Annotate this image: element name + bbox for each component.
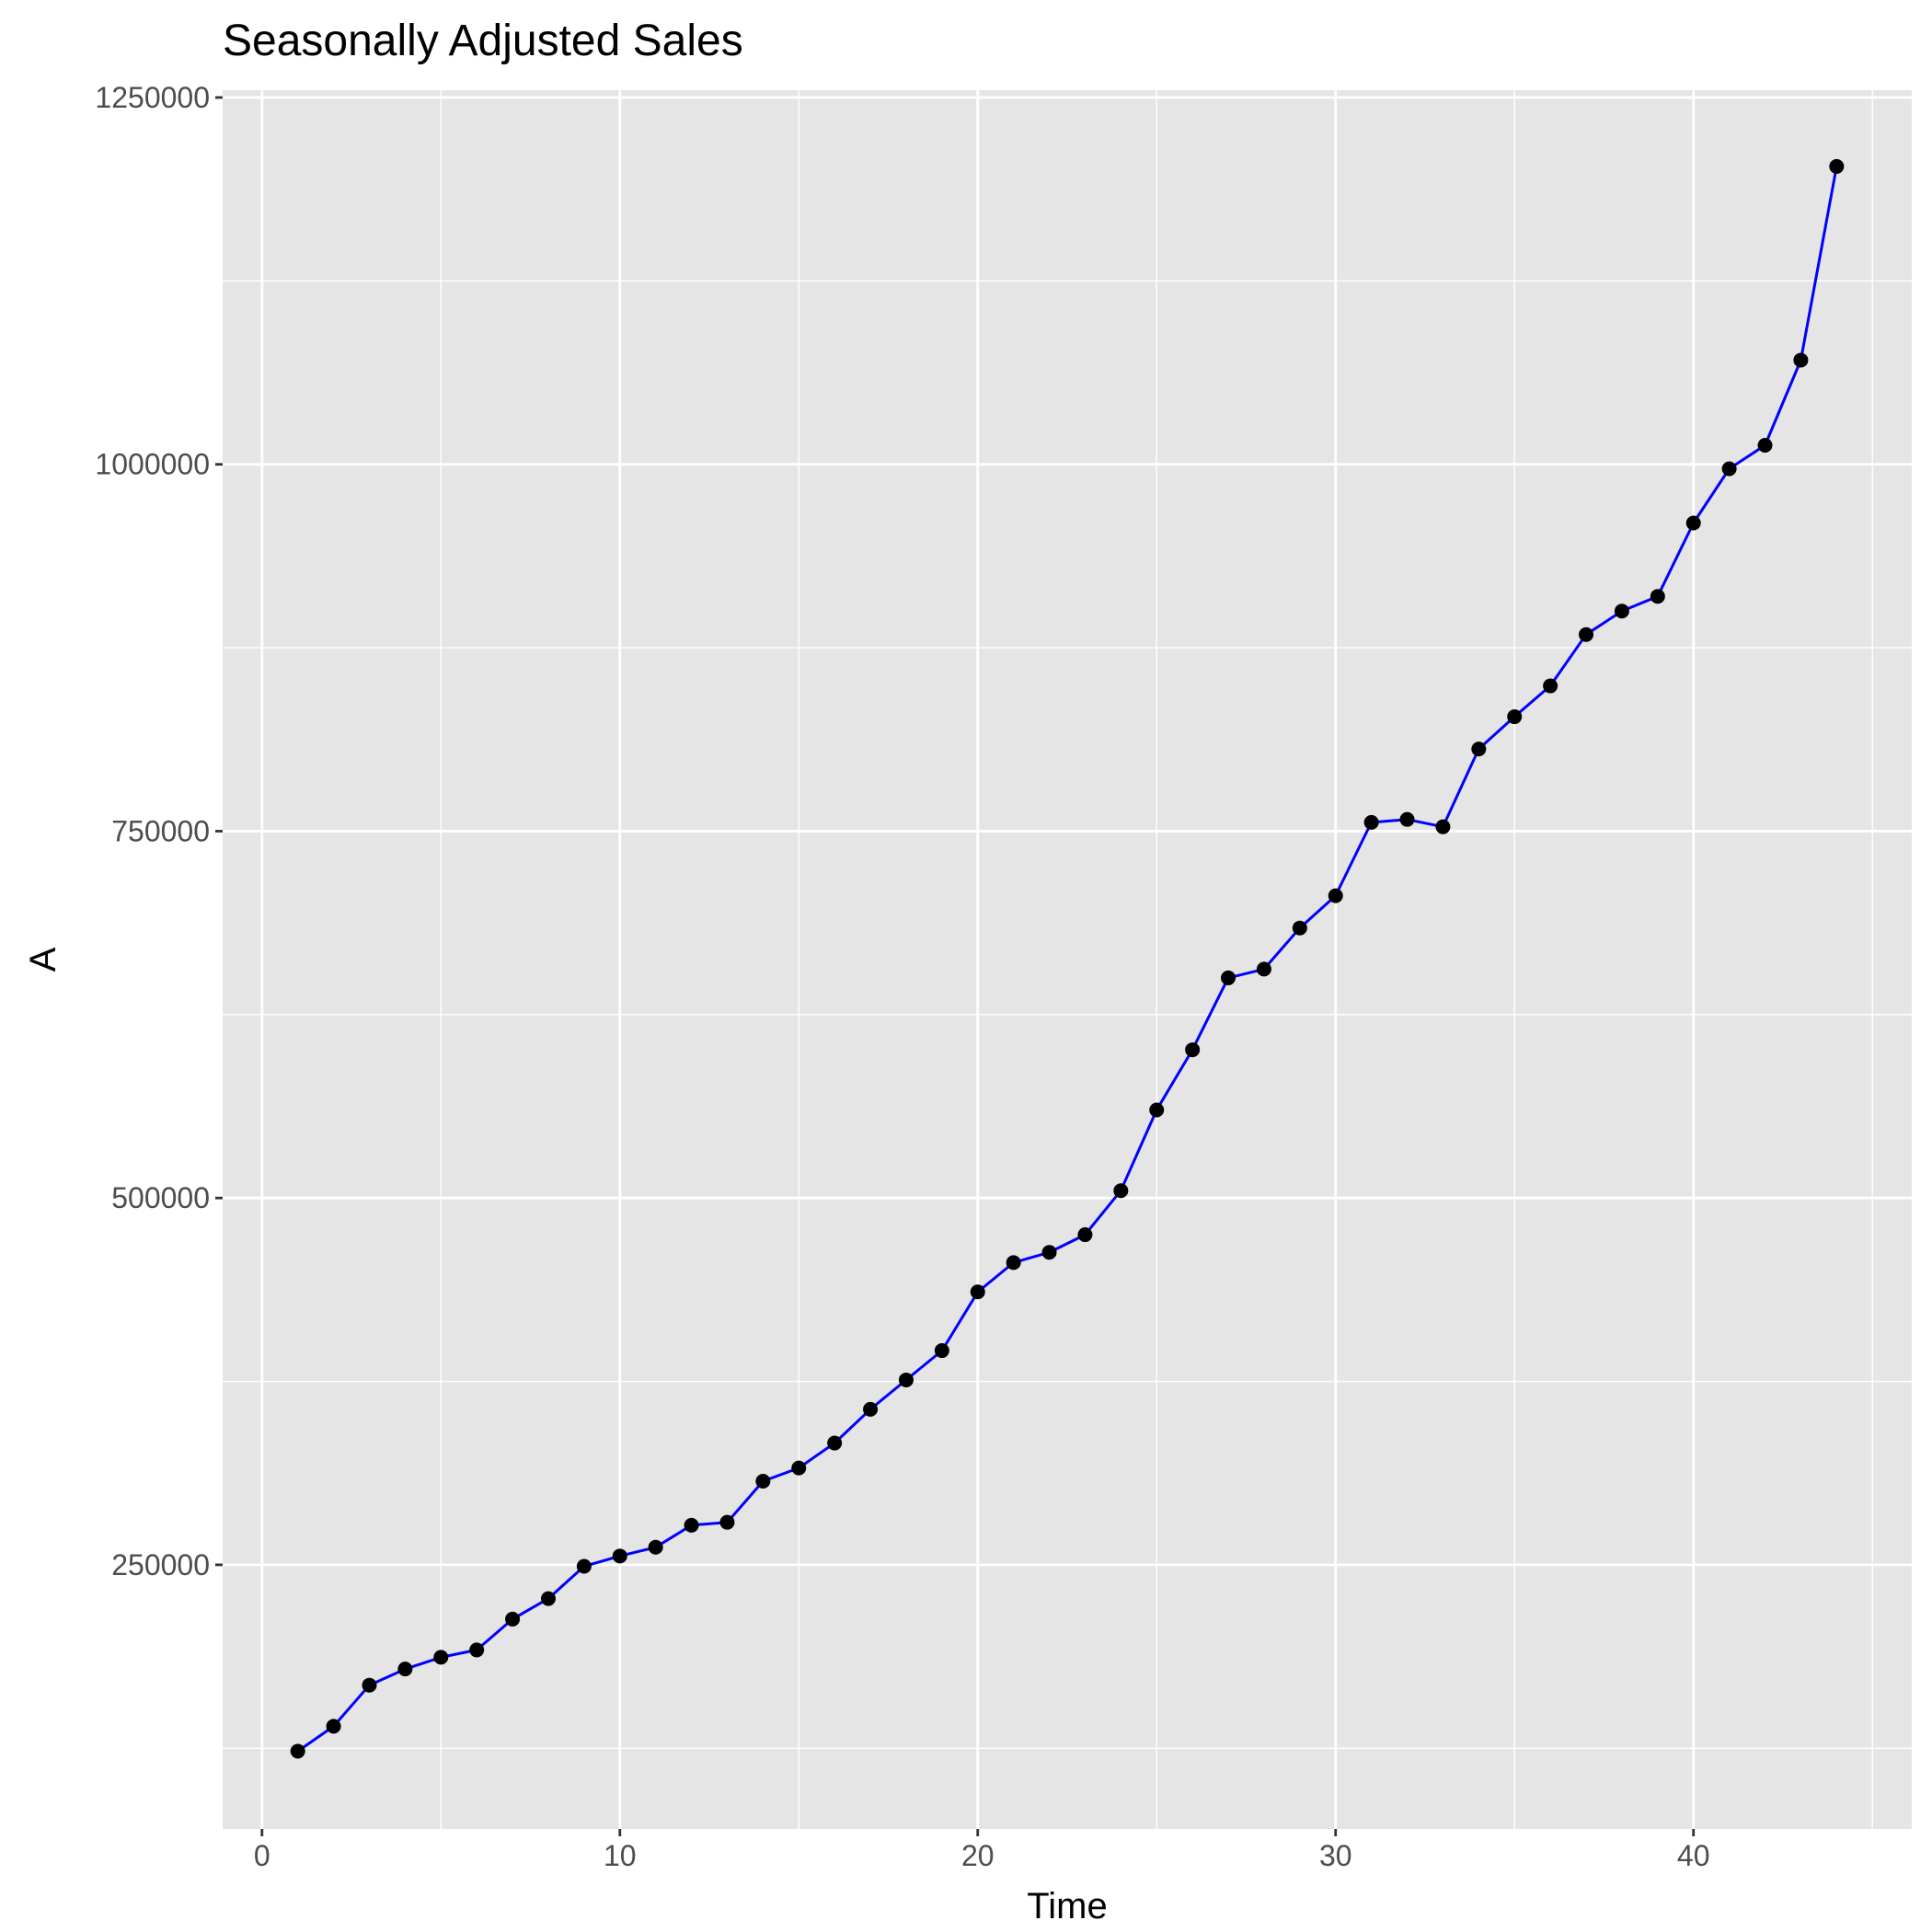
data-point — [1292, 920, 1307, 936]
y-tick-label: 500000 — [111, 1181, 210, 1214]
major-gridlines — [223, 90, 1912, 1829]
data-point — [326, 1719, 341, 1734]
data-point — [1185, 1042, 1201, 1058]
data-point — [1471, 742, 1487, 757]
data-point — [755, 1474, 771, 1489]
data-point — [1507, 709, 1523, 725]
data-point — [1041, 1245, 1057, 1260]
data-point — [540, 1591, 556, 1606]
y-tick-label: 250000 — [111, 1548, 210, 1581]
x-axis-title: Time — [1027, 1886, 1107, 1926]
x-tick-label: 0 — [254, 1839, 270, 1872]
chart-title: Seasonally Adjusted Sales — [223, 17, 743, 65]
data-point — [1614, 604, 1629, 619]
data-point — [1256, 961, 1271, 977]
tick-labels: 0 10 20 30 40 250000 500000 750000 1000000 125000… — [95, 81, 1709, 1872]
data-point — [397, 1662, 413, 1677]
data-point — [1363, 814, 1379, 830]
data-point — [1829, 158, 1845, 174]
data-point — [719, 1514, 735, 1530]
x-tick-label: 40 — [1677, 1839, 1710, 1872]
data-point — [1399, 811, 1415, 827]
data-point — [1757, 437, 1773, 453]
x-tick-label: 10 — [604, 1839, 637, 1872]
y-axis-title: A — [23, 947, 63, 972]
data-point — [1650, 589, 1665, 604]
data-point — [1113, 1183, 1129, 1199]
data-point — [1685, 515, 1701, 531]
data-point — [576, 1558, 592, 1574]
data-point — [1793, 352, 1809, 368]
y-tick-label: 1000000 — [95, 448, 210, 481]
series-line — [296, 166, 1838, 1753]
data-point — [612, 1548, 627, 1564]
y-tick-label: 750000 — [111, 814, 210, 847]
plot-panel — [223, 90, 1912, 1829]
minor-gridlines — [223, 90, 1912, 1829]
data-point — [433, 1650, 449, 1665]
y-tick-label: 1250000 — [95, 81, 210, 114]
data-point — [505, 1611, 521, 1627]
axis-ticks — [215, 96, 1696, 1836]
data-point — [290, 1743, 305, 1759]
data-point — [934, 1343, 949, 1359]
data-point — [362, 1677, 377, 1693]
data-point — [684, 1517, 699, 1533]
data-point — [1328, 888, 1343, 903]
series-group — [290, 158, 1845, 1759]
data-point — [791, 1460, 807, 1476]
data-point — [469, 1642, 485, 1658]
data-point — [1077, 1227, 1093, 1243]
x-tick-label: 30 — [1319, 1839, 1352, 1872]
x-tick-label: 20 — [961, 1839, 995, 1872]
data-point — [1721, 461, 1737, 477]
data-point — [1149, 1102, 1165, 1118]
data-point — [970, 1284, 985, 1300]
data-point — [1221, 970, 1236, 985]
data-point — [1006, 1255, 1021, 1271]
data-point — [898, 1372, 914, 1387]
data-point — [827, 1435, 843, 1451]
data-point — [1543, 678, 1558, 694]
data-point — [648, 1539, 663, 1555]
data-point — [1435, 819, 1451, 834]
data-point — [863, 1401, 879, 1417]
data-point — [1579, 627, 1594, 642]
